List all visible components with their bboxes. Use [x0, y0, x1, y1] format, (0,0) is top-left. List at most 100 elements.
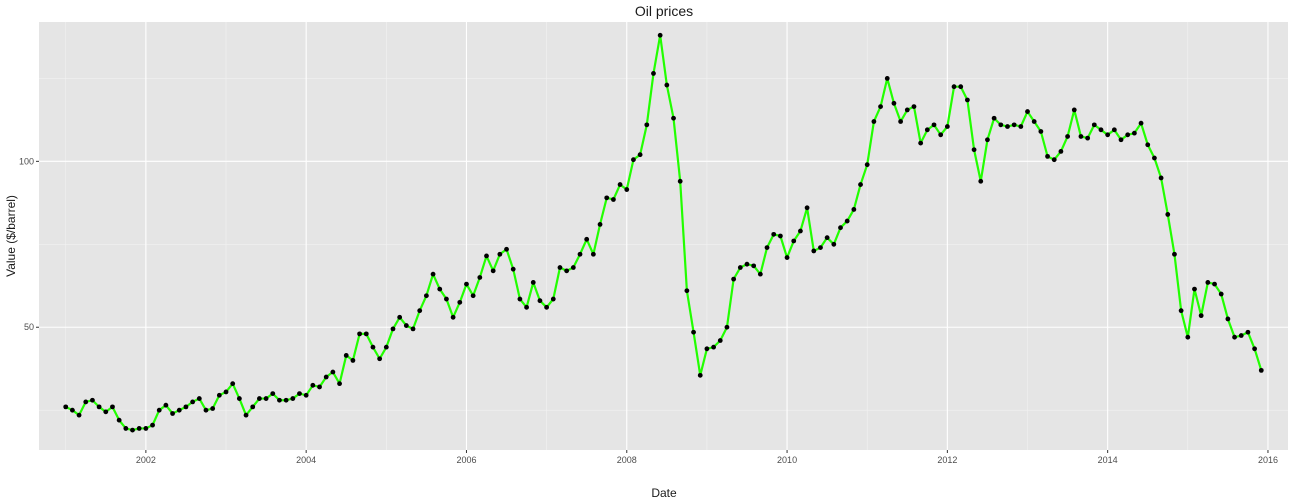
data-point — [250, 404, 256, 410]
data-point — [577, 251, 583, 257]
data-point — [210, 406, 216, 411]
data-point — [697, 372, 703, 378]
data-point — [717, 338, 723, 343]
data-point — [564, 268, 570, 274]
data-point — [1238, 333, 1244, 338]
data-point — [898, 119, 904, 124]
data-point — [597, 221, 603, 227]
data-point — [604, 195, 610, 201]
data-point — [357, 331, 362, 337]
data-point — [363, 331, 369, 337]
data-point — [196, 396, 202, 401]
data-point — [951, 84, 957, 90]
data-point — [570, 265, 576, 270]
data-point — [90, 397, 95, 403]
data-point — [624, 187, 630, 192]
data-point — [1212, 281, 1217, 287]
data-point — [377, 356, 383, 362]
data-point — [657, 32, 663, 38]
data-point — [1118, 137, 1124, 143]
data-point — [1005, 124, 1010, 129]
data-point — [1065, 134, 1070, 139]
y-tick-label: 100 — [19, 156, 34, 166]
x-tick-label: 2004 — [296, 455, 316, 465]
data-point — [323, 374, 329, 380]
data-point — [290, 396, 296, 401]
data-point — [664, 82, 670, 88]
data-point — [343, 353, 349, 358]
chart-title: Oil prices — [635, 3, 693, 19]
data-point — [958, 84, 964, 90]
data-point — [1031, 119, 1037, 124]
data-point — [350, 358, 356, 363]
data-point — [864, 162, 870, 168]
y-axis-title: Value ($/barrel) — [4, 195, 18, 277]
data-point — [170, 411, 175, 416]
x-tick-label: 2016 — [1258, 455, 1278, 465]
x-tick-label: 2006 — [456, 455, 476, 465]
data-point — [691, 329, 696, 335]
data-point — [904, 107, 910, 113]
data-point — [230, 381, 236, 387]
data-point — [731, 276, 737, 282]
data-point — [611, 197, 616, 202]
data-point — [704, 346, 710, 352]
data-point — [464, 281, 469, 287]
data-point — [1185, 334, 1191, 340]
data-point — [637, 152, 643, 158]
data-point — [1111, 127, 1117, 133]
data-point — [330, 369, 336, 375]
data-point — [811, 248, 817, 254]
x-tick-label: 2010 — [777, 455, 797, 465]
data-point — [991, 115, 997, 121]
data-point — [370, 344, 376, 350]
data-point — [70, 407, 75, 413]
data-point — [944, 124, 950, 129]
data-point — [444, 296, 449, 302]
data-point — [1045, 153, 1050, 159]
major-gridlines — [39, 22, 1288, 450]
data-point — [1091, 122, 1097, 128]
data-point — [143, 426, 149, 431]
data-point — [163, 402, 169, 408]
data-point — [203, 407, 209, 413]
data-point — [83, 399, 89, 405]
data-point — [457, 299, 463, 305]
data-point — [931, 122, 937, 128]
data-point — [477, 275, 483, 280]
data-point — [1125, 132, 1131, 138]
data-point — [965, 97, 970, 103]
data-point — [1152, 155, 1157, 161]
data-point — [764, 245, 770, 251]
data-point — [711, 344, 716, 350]
data-point — [243, 412, 249, 418]
data-point — [76, 412, 82, 418]
data-point — [450, 314, 456, 320]
data-point — [998, 122, 1004, 128]
data-point — [1258, 367, 1264, 373]
data-point — [617, 182, 623, 187]
data-point — [537, 298, 543, 304]
data-point — [490, 268, 496, 274]
data-point — [510, 266, 516, 272]
data-point — [1078, 134, 1084, 139]
data-point — [1018, 124, 1024, 129]
data-point — [1165, 212, 1171, 217]
data-point — [310, 382, 316, 388]
data-point — [123, 426, 129, 431]
data-point — [223, 389, 229, 395]
data-point — [1051, 157, 1057, 163]
data-point — [544, 304, 550, 310]
data-point — [911, 104, 917, 109]
data-point — [1252, 346, 1257, 352]
data-point — [1098, 127, 1104, 133]
data-point — [397, 314, 403, 320]
data-point — [96, 404, 102, 410]
data-point — [317, 384, 322, 390]
data-point — [437, 286, 443, 292]
data-point — [130, 427, 135, 433]
data-point — [1085, 135, 1091, 141]
data-point — [150, 422, 155, 428]
data-point — [757, 271, 763, 277]
data-point — [1058, 149, 1064, 154]
